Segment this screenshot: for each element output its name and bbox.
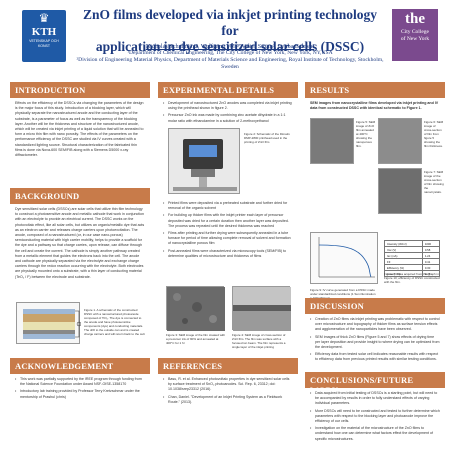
conclusions-section: CONCLUSIONS/FUTURE WORK Data acquired fr…: [305, 372, 445, 447]
experimental-bullet: Post-annealed films were characterized v…: [163, 249, 293, 259]
experimental-heading: EXPERIMENTAL DETAILS: [158, 82, 298, 98]
conclusions-body: Data acquired from initial testing of DS…: [305, 388, 445, 447]
experimental-body-top: Development of nanostructured ZnO anodes…: [158, 98, 298, 129]
reference-item: Basu, R. et al. Enhanced photovoltaic pr…: [163, 377, 293, 393]
figure-4-caption: Figure 4: SEM image of cross-section of …: [232, 333, 286, 349]
acknowledgement-heading: ACKNOWLEDGEMENT: [10, 358, 150, 374]
discussion-heading: DISCUSSION: [305, 298, 445, 314]
sem-image-5: [310, 118, 354, 164]
crown-icon: ♛: [38, 11, 50, 25]
sem-cross-section-image: [232, 286, 291, 331]
experimental-section-continued: Printed films were deposited via a prehe…: [158, 198, 298, 264]
kth-logo-subtext: VETENSKAP OCH KONST: [29, 39, 59, 48]
discussion-item: SEM images of thick ZnO films (Figure 5 …: [310, 335, 440, 351]
figure-5-caption: Figure 5: SEM image of ZnO film annealed…: [356, 120, 376, 148]
poster-header: ♛ KTH VETENSKAP OCH KONST ZnO films deve…: [0, 0, 453, 74]
printhead-icon: [173, 139, 237, 191]
discussion-section: DISCUSSION Creation of ZnO films via ink…: [305, 298, 445, 368]
affiliation-2: ²Division of Engineering Material Physic…: [76, 57, 384, 70]
iv-curve-icon: [318, 237, 375, 278]
title-line-1: ZnO films developed via inkjet printing …: [82, 7, 378, 38]
discussion-item: Creation of ZnO films via inkjet printin…: [310, 317, 440, 333]
kth-logo: ♛ KTH VETENSKAP OCH KONST: [22, 10, 66, 62]
discussion-item: Efficiency data from tested solar cell i…: [310, 352, 440, 362]
figure-1-caption: Figure 1. A schematic of the constructed…: [84, 308, 146, 336]
references-heading: REFERENCES: [158, 358, 298, 374]
conclusions-item: Data acquired from initial testing of DS…: [310, 391, 440, 407]
printhead-figure: [168, 128, 240, 194]
background-body: Dye sensitized solar cells (DSSCs) are s…: [10, 204, 150, 285]
figure-6-caption: Figure 6: SEM image of cross-section of …: [424, 120, 444, 148]
poster-title: ZnO films developed via inkjet printing …: [75, 7, 385, 55]
results-body: SEM images from nanocrystalline films de…: [305, 98, 445, 116]
table-cell: 0.25: [421, 270, 441, 277]
dssc-schematic-icon: [23, 309, 82, 339]
reference-item: Chan, Daniel. "Development of an Inkjet …: [163, 395, 293, 405]
introduction-section: INTRODUCTION Effects on the efficiency o…: [10, 82, 150, 163]
references-section: REFERENCES Basu, R. et al. Enhanced phot…: [158, 358, 298, 410]
acknowledgement-item: This work was partially supported by the…: [15, 377, 145, 387]
acknowledgement-body: This work was partially supported by the…: [10, 374, 150, 405]
background-heading: BACKGROUND: [10, 188, 150, 204]
ccny-logo: the City College of New York: [392, 9, 438, 61]
figure-3-caption: Figure 3: SEM image of the film created …: [166, 333, 226, 345]
discussion-body: Creation of ZnO films via inkjet printin…: [305, 314, 445, 368]
results-section: RESULTS SEM images from nanocrystalline …: [305, 82, 445, 116]
ccny-logo-line-1: City College: [401, 29, 429, 35]
iv-data-table: Intensity (W/m²) 1000 Voc (V) 0.58 Isc (mA…: [384, 240, 441, 277]
ccny-logo-line-2: of New York: [400, 36, 430, 42]
experimental-bullet: For building up thicker films with the i…: [163, 213, 293, 229]
experimental-bullet: Development of nanostructured ZnO anodes…: [163, 101, 293, 111]
acknowledgement-section: ACKNOWLEDGEMENT This work was partially …: [10, 358, 150, 405]
figure-8-caption: Figure 8: Data acquired from the graph i…: [384, 272, 440, 284]
conclusions-heading: CONCLUSIONS/FUTURE WORK: [305, 372, 445, 395]
sem-film-image: [166, 286, 225, 331]
results-intro: SEM images from nanocrystalline films de…: [310, 101, 439, 111]
experimental-bullet: Films after printing and further drying …: [163, 231, 293, 247]
title-line-2: application in dye sensitized solar cell…: [95, 39, 365, 54]
background-section: BACKGROUND Dye sensitized solar cells (D…: [10, 188, 150, 285]
figure-7-caption: Figure 7: SEM image of the cross-section…: [424, 170, 444, 194]
sem-cross-section-icon: [233, 287, 291, 331]
iv-curve-figure: [310, 232, 378, 284]
introduction-text: Effects on the efficiency of the DSSCs v…: [15, 101, 144, 158]
author-names: Nicholas Schulman¹², Wolfgang Voit², Val…: [145, 43, 315, 50]
author-block: Nicholas Schulman¹², Wolfgang Voit², Val…: [75, 43, 385, 71]
table-row: Area (cm²) 0.25: [384, 270, 441, 277]
experimental-section: EXPERIMENTAL DETAILS Development of nano…: [158, 82, 298, 129]
acknowledgement-item: Introductory lab training provided by Pr…: [15, 389, 145, 399]
ccny-logo-the: the: [405, 11, 425, 27]
dssc-schematic-figure: [16, 302, 82, 344]
kth-logo-text: KTH: [31, 26, 57, 38]
background-text: Dye sensitized solar cells (DSSCs) are s…: [15, 207, 145, 279]
experimental-bullet: Precursor ZnO ink was made by combining …: [163, 113, 293, 123]
affiliation-1: ¹Department of Chemical Engineering, The…: [127, 50, 333, 56]
experimental-bullet: Printed films were deposited via a prehe…: [163, 201, 293, 211]
sem-texture-icon: [167, 287, 225, 331]
introduction-body: Effects on the efficiency of the DSSCs v…: [10, 98, 150, 163]
sem-image-7: [378, 168, 422, 214]
results-heading: RESULTS: [305, 82, 445, 98]
sem-image-6: [378, 118, 422, 164]
experimental-body-mid: Printed films were deposited via a prehe…: [158, 198, 298, 264]
references-body: Basu, R. et al. Enhanced photovoltaic pr…: [158, 374, 298, 410]
conclusions-item: Investigation on the material of the mic…: [310, 426, 440, 442]
introduction-heading: INTRODUCTION: [10, 82, 150, 98]
conclusions-item: More DSSCs will need to be constructed a…: [310, 409, 440, 425]
figure-2-caption: Figure 2: Schematic of the Dimatix DMP-2…: [244, 132, 290, 144]
